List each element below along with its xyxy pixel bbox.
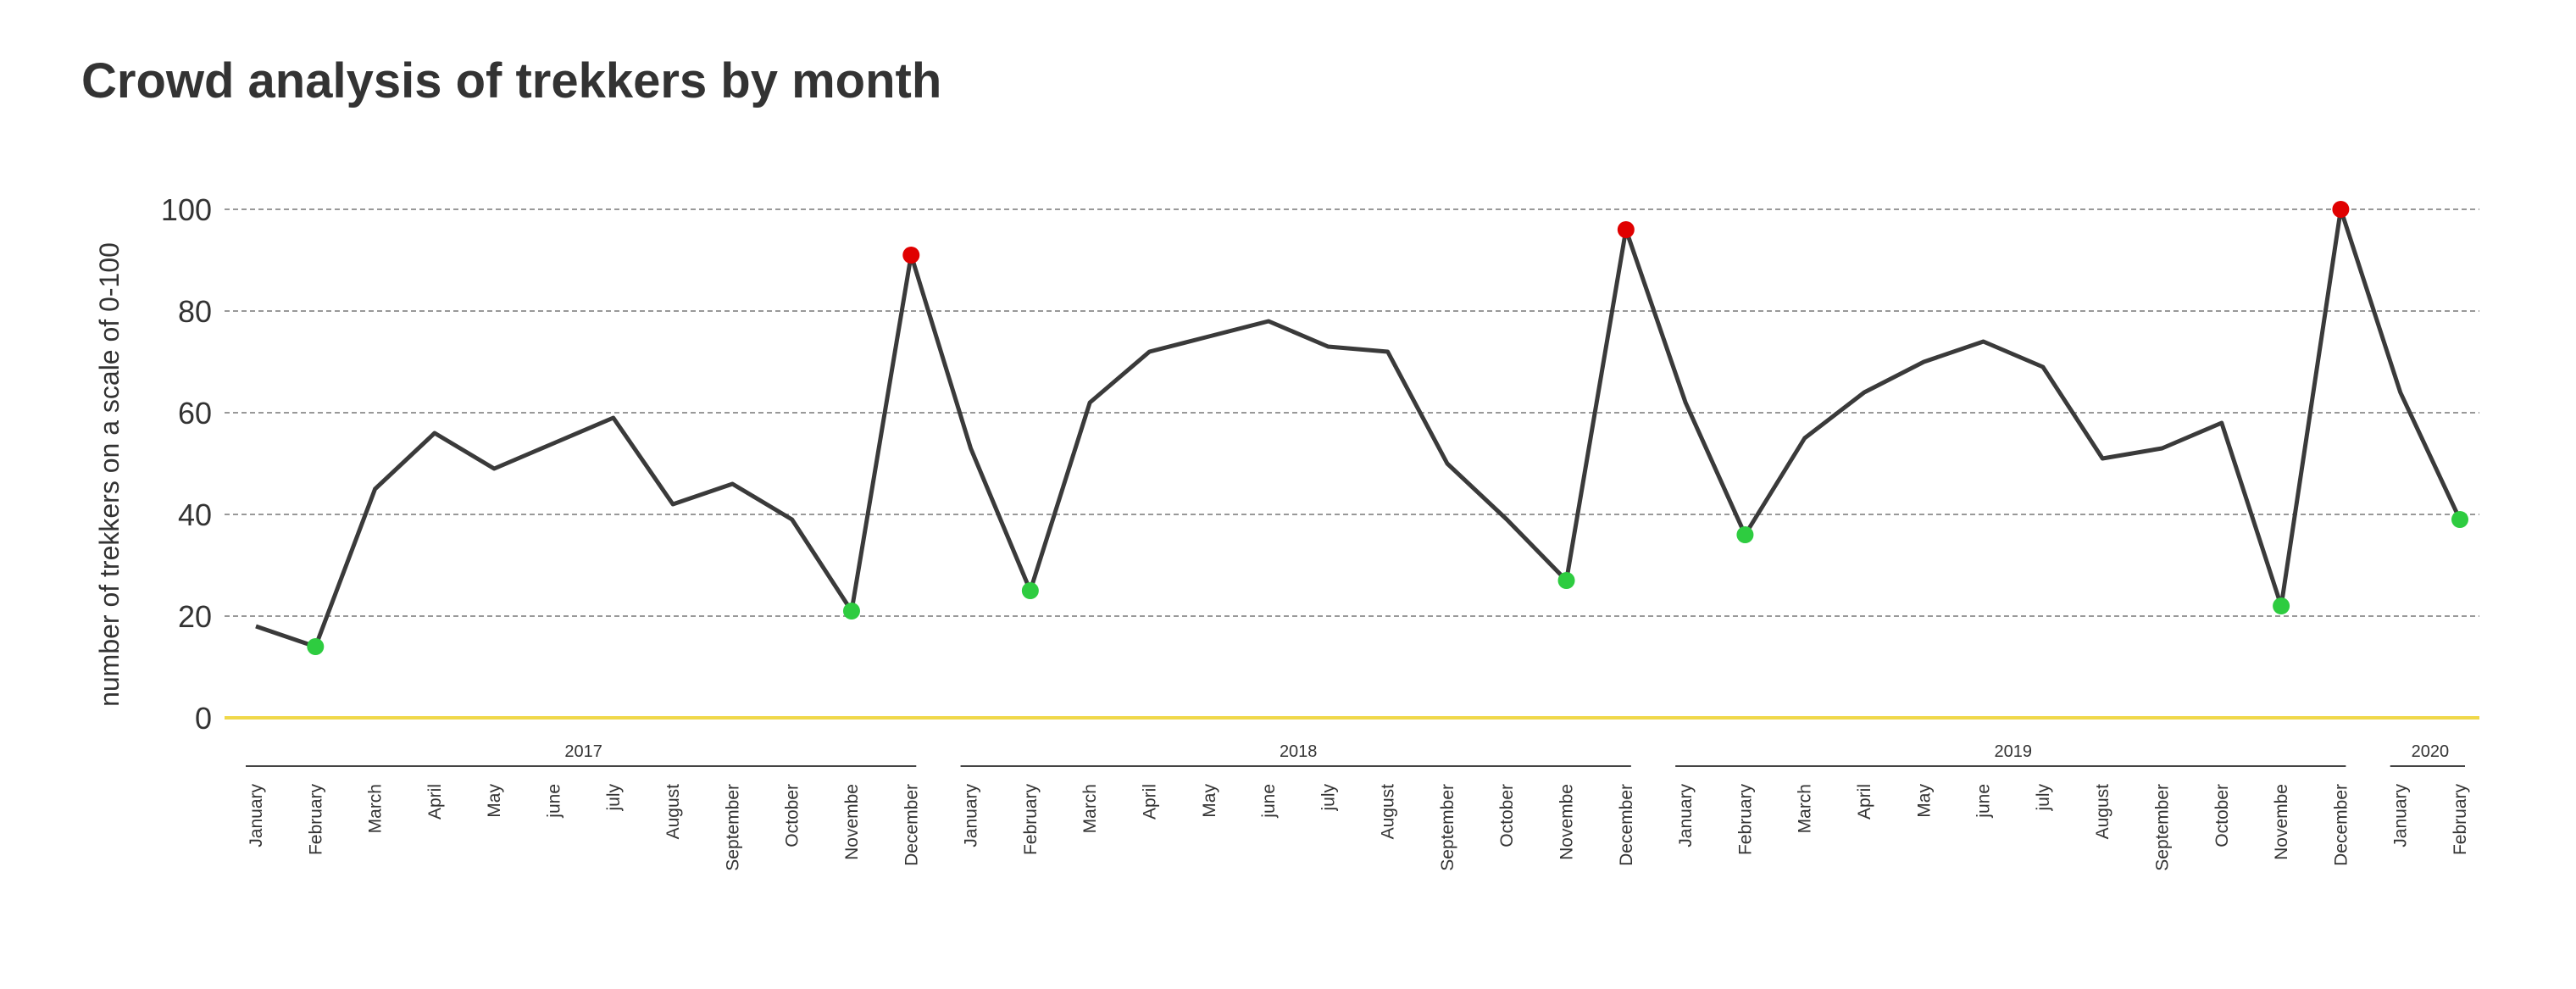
highlight-point [307,638,325,655]
x-tick-label: September [2153,784,2173,871]
x-tick-label: May [485,784,504,818]
x-tick-label: Novembe [2272,784,2291,860]
x-tick-label: August [1379,784,1398,840]
highlight-point [902,247,920,264]
x-tick-label: july [1319,784,1338,812]
x-tick-label: February [1735,784,1755,856]
x-tick-label: December [1617,784,1636,866]
highlight-point [2332,201,2350,218]
x-tick-label: February [1021,784,1041,856]
x-tick-label: September [1438,784,1457,871]
x-tick-label: Novembe [1557,784,1577,860]
x-tick-label: june [544,784,564,819]
highlight-point [2273,597,2290,614]
x-tick-label: july [2034,784,2053,812]
x-tick-label: August [663,784,683,840]
group-label: 2017 [564,742,602,761]
x-tick-label: March [1080,784,1100,833]
line [255,207,2462,649]
y-tick-label: 100 [161,192,212,227]
x-tick-label: March [366,784,386,833]
y-tick-label: 60 [178,396,212,431]
x-tick-label: October [1497,784,1517,847]
x-tick-label: January [247,784,266,847]
x-tick-label: March [1796,784,1815,833]
highlight-point [2451,511,2468,528]
x-tick-label: December [2331,784,2351,866]
y-tick-label: 20 [178,599,212,634]
x-tick-label: February [2451,784,2470,856]
group-label: 2018 [1280,742,1318,761]
highlight-point [1617,221,1635,238]
x-tick-label: December [902,784,921,866]
x-tick-label: May [1200,784,1219,818]
x-tick-label: May [1914,784,1934,818]
x-tick-label: January [962,784,981,847]
x-tick-label: October [783,784,802,847]
x-tick-label: April [425,784,445,820]
x-tick-label: Novembe [842,784,862,860]
x-tick-label: july [604,784,624,812]
highlight-point [842,603,860,620]
y-tick-label: 0 [195,701,212,736]
highlight-point [1021,582,1039,599]
x-tick-label: june [1974,784,1994,819]
x-tick-label: January [2391,784,2411,847]
x-tick-label: April [1140,784,1159,820]
x-tick-label: August [2093,784,2112,840]
y-tick-label: 40 [178,497,212,532]
x-tick-label: October [2212,784,2232,847]
highlight-point [1736,526,1754,543]
x-tick-label: September [723,784,742,871]
x-tick-label: January [1676,784,1696,847]
x-tick-label: April [1855,784,1874,820]
y-axis-label: number of trekkers on a scale of 0-100 [94,242,125,707]
x-tick-label: February [306,784,325,856]
group-label: 2020 [2412,742,2450,761]
chart-title: Crowd analysis of trekkers by month [81,53,941,108]
x-tick-label: june [1259,784,1279,819]
group-label: 2019 [1995,742,2033,761]
highlight-point [1557,572,1575,589]
y-tick-label: 80 [178,294,212,329]
